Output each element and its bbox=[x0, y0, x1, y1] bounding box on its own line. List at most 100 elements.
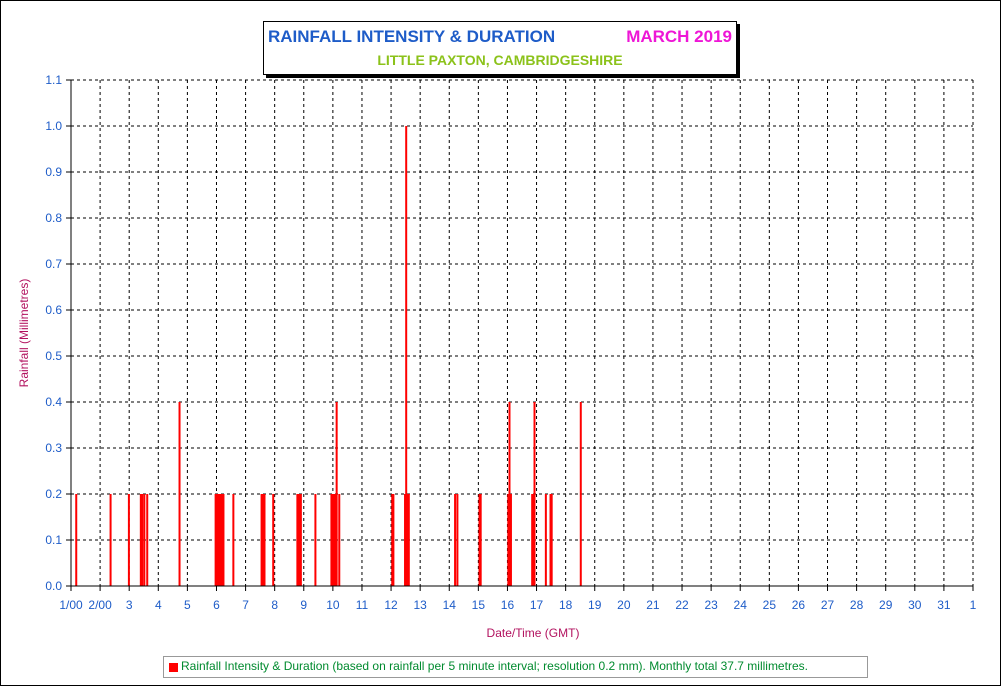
rainfall-bar bbox=[579, 402, 582, 586]
x-axis-title: Date/Time (GMT) bbox=[487, 626, 580, 640]
rainfall-bar bbox=[141, 494, 144, 586]
y-tick-label: 0.6 bbox=[45, 303, 62, 317]
rainfall-bar bbox=[297, 494, 300, 586]
rainfall-bar bbox=[296, 494, 299, 586]
rainfall-bar bbox=[232, 494, 235, 586]
rainfall-bar bbox=[221, 494, 224, 586]
x-tick-label: 18 bbox=[559, 598, 573, 612]
y-tick-label: 0.3 bbox=[45, 441, 62, 455]
y-tick-label: 0.9 bbox=[45, 165, 62, 179]
x-tick-label: 22 bbox=[675, 598, 689, 612]
axes bbox=[66, 79, 974, 591]
rainfall-bar bbox=[508, 402, 511, 586]
x-tick-label: 15 bbox=[472, 598, 486, 612]
rainfall-bar bbox=[220, 494, 223, 586]
x-tick-label: 19 bbox=[588, 598, 602, 612]
x-tick-label: 3 bbox=[126, 598, 133, 612]
rainfall-bar bbox=[332, 494, 335, 586]
rainfall-bar bbox=[550, 494, 553, 586]
x-tick-label: 1 bbox=[970, 598, 977, 612]
rainfall-bar bbox=[127, 494, 130, 586]
rainfall-bar bbox=[146, 494, 149, 586]
rainfall-bar bbox=[216, 494, 219, 586]
rainfall-bar bbox=[405, 126, 408, 586]
y-tick-label: 0.1 bbox=[45, 533, 62, 547]
y-tick-label: 0.7 bbox=[45, 257, 62, 271]
y-tick-label: 1.1 bbox=[45, 73, 62, 87]
rainfall-bar bbox=[272, 494, 275, 586]
x-tick-label: 1/00 bbox=[59, 598, 83, 612]
y-tick-label: 0.8 bbox=[45, 211, 62, 225]
rainfall-bar bbox=[334, 494, 337, 586]
rainfall-bar bbox=[217, 494, 220, 586]
rainfall-bar bbox=[75, 494, 78, 586]
rainfall-bar bbox=[392, 494, 395, 586]
rainfall-bar bbox=[507, 494, 510, 586]
y-tick-label: 0.5 bbox=[45, 349, 62, 363]
chart-subtitle: LITTLE PAXTON, CAMBRIDGESHIRE bbox=[377, 52, 623, 68]
x-tick-label: 9 bbox=[300, 598, 307, 612]
title-box: RAINFALL INTENSITY & DURATION MARCH 2019… bbox=[263, 21, 737, 75]
chart-title: RAINFALL INTENSITY & DURATION bbox=[268, 27, 556, 46]
x-tick-label: 14 bbox=[443, 598, 457, 612]
x-tick-label: 25 bbox=[763, 598, 777, 612]
legend-label: Rainfall Intensity & Duration (based on … bbox=[181, 659, 808, 673]
tick-labels: 0.0 0.1 0.2 0.3 0.4 0.5 0.6 0.7 0.8 0.9 1.0 1.1 1/00… bbox=[45, 73, 976, 612]
rainfall-bar bbox=[215, 494, 218, 586]
x-tick-label: 20 bbox=[617, 598, 631, 612]
grid-lines bbox=[71, 79, 974, 586]
rainfall-bar bbox=[478, 494, 481, 586]
rainfall-bars bbox=[75, 126, 582, 586]
x-tick-label: 17 bbox=[530, 598, 544, 612]
rainfall-bar bbox=[456, 494, 459, 586]
x-tick-label: 4 bbox=[155, 598, 162, 612]
rainfall-bar bbox=[314, 494, 317, 586]
rainfall-bar bbox=[404, 494, 407, 586]
rainfall-bar bbox=[262, 494, 265, 586]
rainfall-bar bbox=[109, 494, 112, 586]
rainfall-bar bbox=[454, 494, 457, 586]
x-tick-label: 6 bbox=[213, 598, 220, 612]
rainfall-bar bbox=[532, 494, 535, 586]
y-axis-title: Rainfall (Millimetres) bbox=[17, 279, 31, 388]
y-tick-label: 0.0 bbox=[45, 579, 62, 593]
rainfall-bar bbox=[533, 402, 536, 586]
x-tick-label: 2/00 bbox=[88, 598, 112, 612]
x-tick-label: 13 bbox=[413, 598, 427, 612]
x-tick-label: 21 bbox=[646, 598, 660, 612]
rainfall-bar bbox=[178, 402, 181, 586]
y-tick-label: 0.4 bbox=[45, 395, 62, 409]
x-tick-label: 30 bbox=[908, 598, 922, 612]
legend-swatch bbox=[169, 663, 178, 672]
rainfall-bar bbox=[299, 494, 302, 586]
x-tick-label: 24 bbox=[734, 598, 748, 612]
rainfall-bar bbox=[509, 494, 512, 586]
rainfall-bar bbox=[335, 402, 338, 586]
x-tick-label: 16 bbox=[501, 598, 515, 612]
x-tick-label: 7 bbox=[242, 598, 249, 612]
rainfall-bar bbox=[222, 494, 225, 586]
chart-month: MARCH 2019 bbox=[626, 27, 732, 46]
rainfall-bar bbox=[544, 494, 547, 586]
x-tick-label: 29 bbox=[879, 598, 893, 612]
rainfall-bar bbox=[139, 494, 142, 586]
x-tick-label: 27 bbox=[821, 598, 835, 612]
rainfall-bar bbox=[549, 494, 552, 586]
rainfall-bar bbox=[406, 494, 409, 586]
rainfall-bar bbox=[260, 494, 263, 586]
x-tick-label: 5 bbox=[184, 598, 191, 612]
legend: Rainfall Intensity & Duration (based on … bbox=[163, 656, 868, 678]
x-tick-label: 12 bbox=[384, 598, 398, 612]
x-tick-label: 8 bbox=[271, 598, 278, 612]
x-tick-label: 23 bbox=[704, 598, 718, 612]
x-tick-label: 28 bbox=[850, 598, 864, 612]
rainfall-bar bbox=[407, 494, 410, 586]
x-tick-label: 26 bbox=[792, 598, 806, 612]
rainfall-bar bbox=[218, 494, 221, 586]
y-tick-label: 1.0 bbox=[45, 119, 62, 133]
rainfall-bar bbox=[330, 494, 333, 586]
x-tick-label: 10 bbox=[326, 598, 340, 612]
rainfall-bar bbox=[479, 494, 482, 586]
